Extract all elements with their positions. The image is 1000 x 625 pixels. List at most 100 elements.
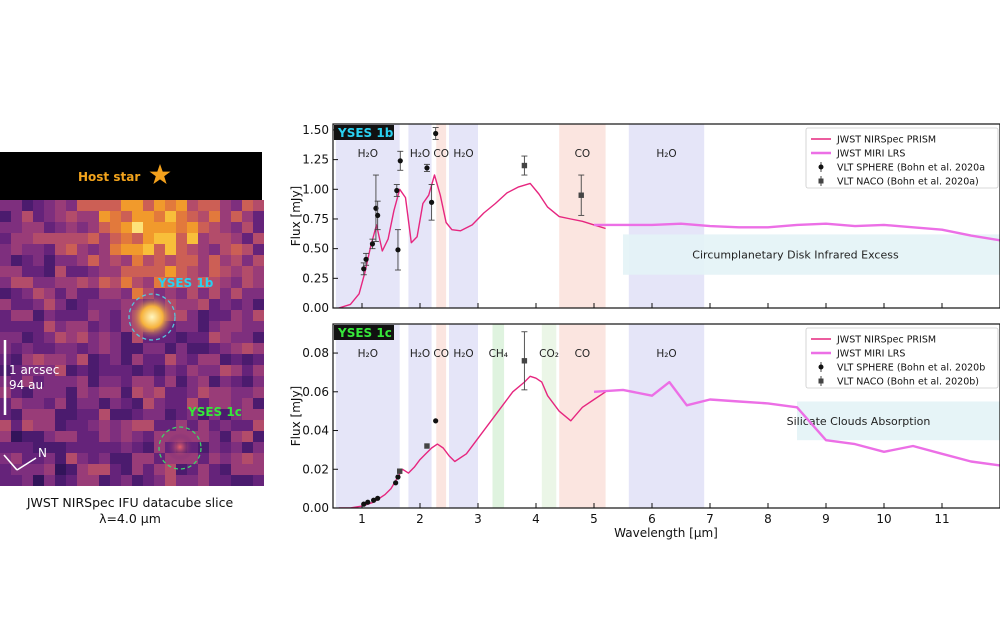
image-caption-line2: λ=4.0 μm [99,511,161,526]
spectrum-panel-yses1b: H₂O H₂O CO H₂O CO H₂O Circumplanetary Disk In… [289,123,1000,315]
y-tick-label: 0.00 [302,301,329,315]
band-label: H₂O [453,348,473,360]
scale-label-au: 94 au [9,378,43,392]
band-label: H₂O [410,348,430,360]
band-label: H₂O [656,148,676,160]
band-label: CO₂ [539,348,559,360]
y-ticks-bottom: 0.00 0.02 0.04 0.06 0.08 [302,346,338,515]
frame-bottom [332,323,1000,509]
x-tick-label: 3 [474,512,482,526]
legend-entry: JWST NIRSpec PRISM [836,135,936,146]
x-tick-label: 6 [648,512,656,526]
y-tick-label: 0.00 [302,501,329,515]
panel-tag-yses1b [334,125,394,140]
star-icon [149,164,171,184]
band-label: H₂O [453,148,473,160]
planet-b-glow [128,293,176,341]
x-tick-label: 7 [706,512,714,526]
data-point [375,495,381,501]
data-point [429,199,435,205]
data-point [433,418,439,424]
absorption-band [492,324,505,508]
annotation-box [623,234,1000,275]
absorption-bands-bottom: H₂O H₂O CO H₂O CH₄ CO₂ CO H₂O [335,324,705,508]
data-point [369,241,376,247]
x-tick-label: 1 [358,512,366,526]
legend-swatch-sphere [818,364,824,370]
data-point [371,497,377,503]
absorption-band [436,324,447,508]
planet-b-circle [128,293,176,341]
y-axis-label-bottom: Flux [mJy] [289,386,303,446]
legend-entry: JWST MIRI LRS [836,149,905,160]
band-label: CO [575,148,591,160]
y-tick-label: 0.25 [302,271,329,285]
frame-top [332,123,1000,309]
data-square [521,358,528,364]
band-label: CO [575,348,591,360]
y-tick-label: 0.08 [302,346,329,360]
legend-swatch-sphere [818,164,824,170]
absorption-band [408,324,432,508]
absorption-band [559,124,606,308]
y-tick-label: 1.50 [302,123,329,137]
band-label: H₂O [358,148,378,160]
band-label: CO [433,348,449,360]
legend-swatch-naco [818,378,824,384]
data-point [375,212,381,219]
band-label: CH₄ [489,348,508,360]
y-tick-label: 0.75 [302,212,329,226]
absorption-band [449,324,478,508]
data-square [424,443,430,449]
band-label: H₂O [358,348,378,360]
absorption-band [335,324,400,508]
legend-box [805,327,999,389]
data-point [365,499,371,505]
image-caption-line1: JWST NIRSpec IFU datacube slice [26,495,234,510]
x-tick-label: 8 [764,512,772,526]
legend-swatch-naco [818,178,824,184]
y-tick-label: 0.06 [302,385,329,399]
datacube-image-panel: Host star YSES 1b YSES 1c 1 arcsec 94 au… [0,152,264,486]
band-label: CO [433,148,449,160]
panel-tag-yses1c-text: YSES 1c [337,326,392,340]
series-top [338,127,1000,308]
series-line [593,380,1000,467]
y-ticks-top: 0.00 0.25 0.50 0.75 1.00 1.25 1.50 [302,123,338,315]
data-point [363,256,369,262]
planet-c-label: YSES 1c [187,405,242,419]
scale-label-arcsec: 1 arcsec [9,363,59,377]
band-label: H₂O [410,148,430,160]
absorption-band [436,124,447,308]
annotation-label: Silicate Clouds Absorption [787,415,931,428]
data-point [394,187,400,194]
data-point [424,165,430,171]
legend-entry: VLT NACO (Bohn et al. 2020b) [837,377,979,388]
x-tick-label: 10 [876,512,891,526]
data-point [433,130,439,137]
silicate-annotation: Silicate Clouds Absorption [787,401,1000,441]
north-label: N [38,446,47,460]
absorption-band [559,324,606,508]
x-ticks-top [361,303,943,308]
data-point [395,474,401,480]
y-tick-label: 0.02 [302,462,329,476]
legend-entry: JWST MIRI LRS [836,349,905,360]
absorption-band [335,124,400,308]
x-tick-label: 5 [590,512,598,526]
spectrum-panel-yses1c: H₂O H₂O CO H₂O CH₄ CO₂ CO H₂O Silicate Clouds A… [289,323,1000,540]
y-tick-label: 0.04 [302,424,329,438]
datacube-pixel-grid [0,200,264,486]
data-point [397,158,403,164]
compass-icon [3,454,37,471]
absorption-bands-top: H₂O H₂O CO H₂O CO H₂O [335,124,705,308]
legend-bottom: JWST NIRSpec PRISM JWST MIRI LRS VLT SPHER… [805,327,999,389]
x-tick-label: 11 [934,512,949,526]
data-point [393,480,399,486]
absorption-band [628,124,705,308]
excess-annotation: Circumplanetary Disk Infrared Excess [623,234,1000,275]
absorption-band [541,324,557,508]
absorption-band [449,124,478,308]
data-square [521,162,528,169]
planet-c-glow [166,433,194,461]
